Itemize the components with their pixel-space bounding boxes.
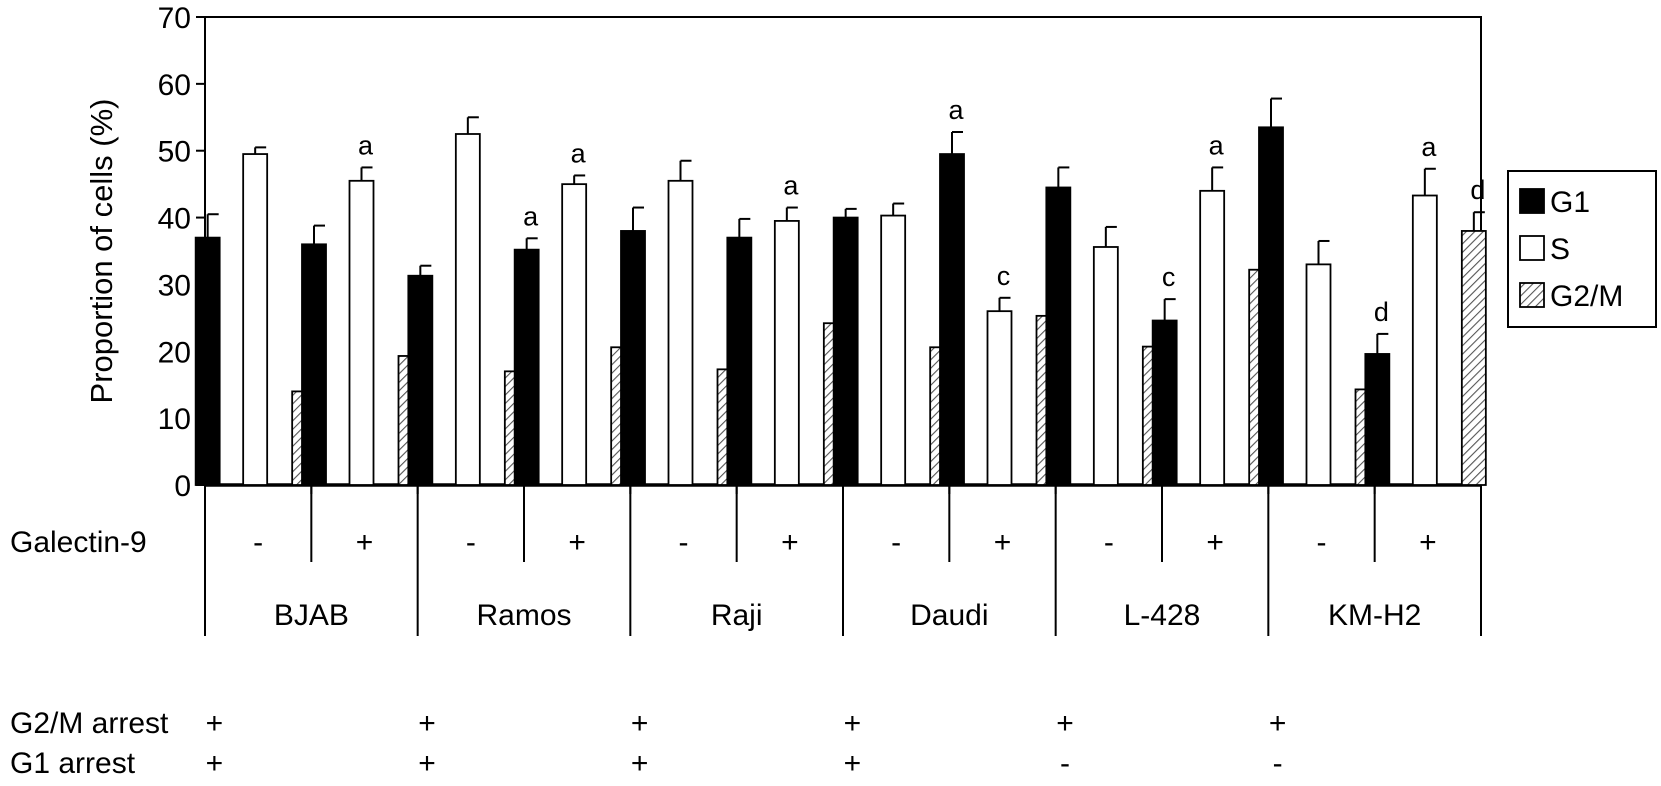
- y-tick-label: 40: [158, 203, 191, 236]
- bar-s: [1411, 194, 1438, 486]
- bar-s: [454, 133, 481, 486]
- cell-line-label: Daudi: [910, 599, 988, 632]
- bar-s: [348, 179, 375, 486]
- bar-g1: [620, 230, 646, 486]
- arrest-row-label: G2/M arrest: [10, 707, 169, 740]
- arrest-value: +: [1269, 707, 1287, 740]
- arrest-value: +: [844, 707, 862, 740]
- significance-label: a: [1209, 130, 1225, 160]
- significance-label: a: [783, 171, 799, 201]
- galectin-sign: +: [1419, 526, 1437, 559]
- galectin-sign: +: [356, 526, 374, 559]
- y-tick-label: 10: [158, 403, 191, 436]
- y-axis-title: Proportion of cells (%): [84, 99, 119, 404]
- galectin-sign: +: [568, 526, 586, 559]
- arrest-value: +: [631, 747, 649, 780]
- arrest-value: +: [844, 747, 862, 780]
- galectin-sign: -: [466, 526, 476, 559]
- bar-s: [880, 214, 907, 486]
- bar-s: [561, 183, 588, 486]
- arrest-row-label: G1 arrest: [10, 747, 136, 780]
- bar-s: [1199, 189, 1226, 486]
- y-tick-label: 30: [158, 269, 191, 302]
- arrest-value: -: [1060, 747, 1070, 780]
- significance-label: a: [948, 95, 964, 125]
- galectin-sign: +: [994, 526, 1012, 559]
- cell-line-label: BJAB: [274, 599, 349, 632]
- legend-swatch-g2m: [1519, 282, 1545, 308]
- legend-swatch-g1: [1519, 188, 1545, 214]
- significance-label: a: [358, 130, 374, 160]
- significance-label: d: [1374, 297, 1389, 327]
- galectin-sign: -: [1104, 526, 1114, 559]
- arrest-value: +: [631, 707, 649, 740]
- galectin-row-label: Galectin-9: [10, 526, 147, 559]
- bar-s: [773, 220, 800, 486]
- bar-s: [242, 153, 269, 486]
- bar-s: [1092, 246, 1119, 486]
- significance-label: d: [1470, 175, 1485, 205]
- y-tick-label: 60: [158, 69, 191, 102]
- arrest-value: +: [1056, 707, 1074, 740]
- bar-g1: [832, 216, 859, 486]
- legend-label-g2m: G2/M: [1550, 280, 1623, 313]
- arrest-value: +: [418, 707, 436, 740]
- significance-label: a: [523, 201, 539, 231]
- bar-g1: [407, 274, 434, 486]
- y-tick-label: 0: [174, 470, 191, 503]
- bar-g1: [1364, 353, 1391, 486]
- arrest-value: +: [206, 707, 224, 740]
- legend-label-s: S: [1550, 233, 1570, 266]
- cell-line-label: Raji: [711, 599, 763, 632]
- bar-g2m: [1460, 230, 1487, 486]
- bar-g1: [301, 243, 327, 486]
- significance-label: c: [1162, 262, 1176, 292]
- cell-line-label: L-428: [1124, 599, 1201, 632]
- galectin-sign: -: [253, 526, 263, 559]
- y-tick-label: 70: [158, 2, 191, 35]
- significance-label: a: [1421, 132, 1437, 162]
- y-tick-label: 50: [158, 136, 191, 169]
- legend-swatch-s: [1519, 235, 1545, 261]
- arrest-value: -: [1273, 747, 1283, 780]
- galectin-sign: +: [1206, 526, 1224, 559]
- galectin-sign: -: [679, 526, 689, 559]
- legend-label-g1: G1: [1550, 186, 1590, 219]
- galectin-sign: +: [781, 526, 799, 559]
- bar-s: [986, 310, 1013, 486]
- arrest-value: +: [418, 747, 436, 780]
- cell-line-label: KM-H2: [1328, 599, 1421, 632]
- bar-g1: [1151, 319, 1178, 486]
- arrest-value: +: [206, 747, 224, 780]
- bar-g1: [1045, 186, 1072, 486]
- bar-g1: [194, 236, 221, 486]
- significance-label: c: [997, 261, 1011, 291]
- bar-s: [1305, 263, 1332, 486]
- y-tick-label: 20: [158, 336, 191, 369]
- bar-s: [667, 179, 694, 486]
- bar-g1: [1258, 126, 1284, 486]
- bar-g1: [726, 236, 753, 486]
- bar-g1: [939, 153, 965, 486]
- significance-label: a: [571, 138, 587, 168]
- galectin-sign: -: [891, 526, 901, 559]
- bar-g1: [513, 248, 540, 486]
- cell-line-label: Ramos: [476, 599, 571, 632]
- galectin-sign: -: [1317, 526, 1327, 559]
